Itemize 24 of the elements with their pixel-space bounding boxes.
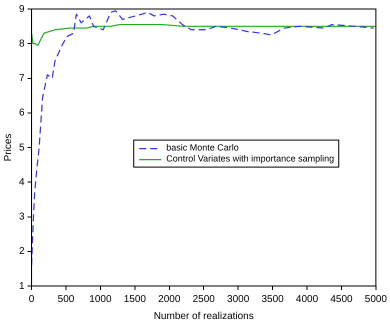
- x-tick-label: 3000: [227, 294, 250, 305]
- y-tick-label: 6: [19, 108, 25, 119]
- x-tick-label: 4500: [330, 294, 354, 305]
- y-tick-label: 7: [19, 73, 25, 84]
- legend-label: basic Monte Carlo: [166, 142, 239, 154]
- x-tick-label: 2500: [192, 294, 216, 305]
- legend-label: Control Variates with importance sampling: [166, 154, 334, 165]
- y-axis-title: Prices: [2, 134, 14, 162]
- x-tick-label: 1500: [124, 294, 146, 305]
- y-tick-label: 8: [19, 38, 25, 50]
- x-tick-label: 1000: [89, 294, 112, 305]
- x-tick-label: 500: [58, 294, 75, 305]
- x-tick-label: 4000: [296, 294, 319, 305]
- y-tick-label: 1: [19, 280, 25, 292]
- x-axis-title: Number of realizations: [154, 310, 254, 322]
- x-tick-label: 3500: [261, 294, 284, 305]
- y-tick-label: 2: [19, 246, 25, 258]
- y-tick-label: 9: [19, 4, 25, 15]
- y-tick-label: 5: [19, 142, 25, 154]
- x-tick-label: 5000: [364, 294, 388, 305]
- y-tick-label: 4: [19, 176, 25, 188]
- y-tick-label: 3: [19, 212, 25, 222]
- x-tick-label: 2000: [158, 294, 181, 305]
- x-tick-label: 0: [28, 294, 35, 305]
